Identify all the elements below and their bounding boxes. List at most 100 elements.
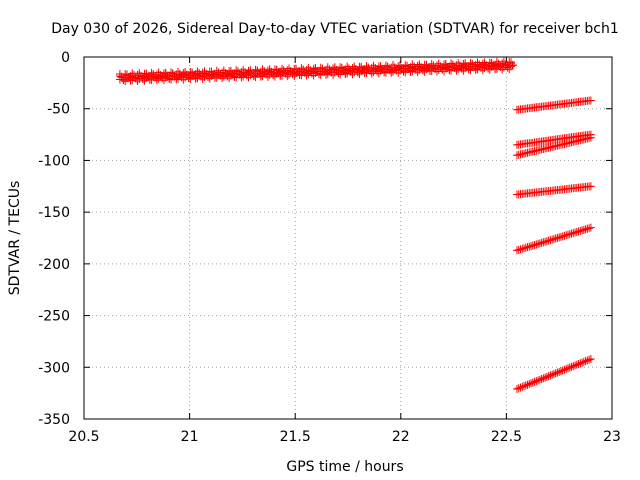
data-point	[534, 376, 543, 385]
data-point	[583, 356, 592, 365]
data-point	[535, 375, 544, 384]
data-point	[586, 182, 595, 191]
data-point	[576, 226, 585, 235]
data-point	[581, 225, 590, 234]
data-point	[408, 60, 417, 69]
grid-lines	[84, 57, 612, 419]
data-point	[530, 377, 539, 386]
data-point	[532, 240, 541, 249]
data-point	[367, 63, 376, 72]
data-point	[549, 235, 558, 244]
x-tick-label: 20.5	[68, 429, 99, 445]
data-point	[571, 361, 580, 370]
data-point	[316, 63, 325, 72]
data-point	[585, 355, 594, 364]
x-tick-label: 21.5	[280, 429, 311, 445]
data-point	[193, 67, 202, 76]
data-point	[521, 243, 530, 252]
data-point	[527, 242, 536, 251]
data-point	[574, 360, 583, 369]
data-point	[523, 380, 532, 389]
data-point	[251, 65, 260, 74]
data-point	[558, 366, 567, 375]
data-point	[218, 68, 227, 77]
data-point	[565, 230, 574, 239]
data-point	[551, 369, 560, 378]
data-point	[518, 244, 527, 253]
data-point	[466, 58, 475, 67]
data-point	[546, 371, 555, 380]
data-point	[539, 374, 548, 383]
data-point	[560, 231, 569, 240]
data-point	[569, 229, 578, 238]
data-point	[527, 379, 536, 388]
data-point	[514, 384, 523, 393]
x-tick-label: 22	[392, 429, 410, 445]
data-point	[555, 233, 564, 242]
data-point	[427, 59, 436, 68]
data-point	[133, 70, 142, 79]
x-tick-label: 23	[603, 429, 621, 445]
data-point	[381, 61, 390, 70]
data-point	[520, 244, 528, 253]
data-point	[579, 357, 588, 366]
data-point	[560, 365, 569, 374]
series-arc-1	[115, 57, 517, 86]
data-point	[546, 236, 555, 245]
data-point	[523, 243, 532, 252]
data-point	[432, 61, 441, 70]
data-point	[578, 358, 587, 367]
data-point	[576, 359, 585, 368]
data-point	[572, 360, 581, 369]
plot-frame	[83, 56, 613, 420]
data-point	[548, 235, 557, 244]
data-point	[147, 68, 156, 77]
data-point	[348, 64, 357, 73]
data-point	[520, 382, 528, 391]
data-point	[537, 238, 546, 247]
data-point	[258, 65, 267, 74]
y-tick-label: -200	[38, 257, 70, 273]
data-point	[263, 66, 272, 75]
data-point	[555, 367, 564, 376]
data-point	[232, 66, 241, 75]
axis-ticks: 20.5 21 21.5 22 22.5 23 0 -50 -100 -150 -200 -250 -3…	[38, 50, 621, 445]
data-point	[521, 381, 530, 390]
data-point	[564, 364, 572, 373]
data-point	[586, 96, 595, 105]
y-tick-label: -250	[38, 309, 70, 325]
data-point	[567, 229, 576, 238]
data-point	[492, 57, 501, 66]
data-point	[551, 234, 560, 243]
data-point	[553, 233, 562, 242]
data-point	[516, 245, 525, 254]
data-point	[564, 230, 572, 239]
series-arc-5	[512, 182, 595, 199]
data-point	[512, 246, 521, 255]
data-point	[581, 357, 590, 366]
y-tick-label: -150	[38, 205, 70, 221]
data-point	[541, 237, 550, 246]
y-tick-label: -300	[38, 360, 70, 376]
data-point	[528, 378, 537, 387]
series-arc-6	[512, 223, 595, 255]
data-point	[567, 362, 576, 371]
data-point	[508, 61, 517, 70]
data-point	[562, 365, 571, 374]
data-point	[586, 223, 595, 232]
data-point	[277, 64, 286, 73]
y-tick-label: -100	[38, 153, 70, 169]
data-point	[343, 62, 352, 71]
data-point	[516, 383, 525, 392]
data-point	[128, 69, 137, 78]
data-point	[571, 228, 580, 237]
y-axis-label: SDTVAR / TECUs	[7, 181, 23, 296]
chart-title: Day 030 of 2026, Sidereal Day-to-day VTE…	[51, 21, 619, 37]
data-point	[544, 372, 553, 381]
data-point	[539, 238, 548, 247]
x-axis-label: GPS time / hours	[286, 459, 403, 475]
data-point	[583, 224, 592, 233]
data-point	[574, 227, 583, 236]
data-point	[579, 225, 588, 234]
